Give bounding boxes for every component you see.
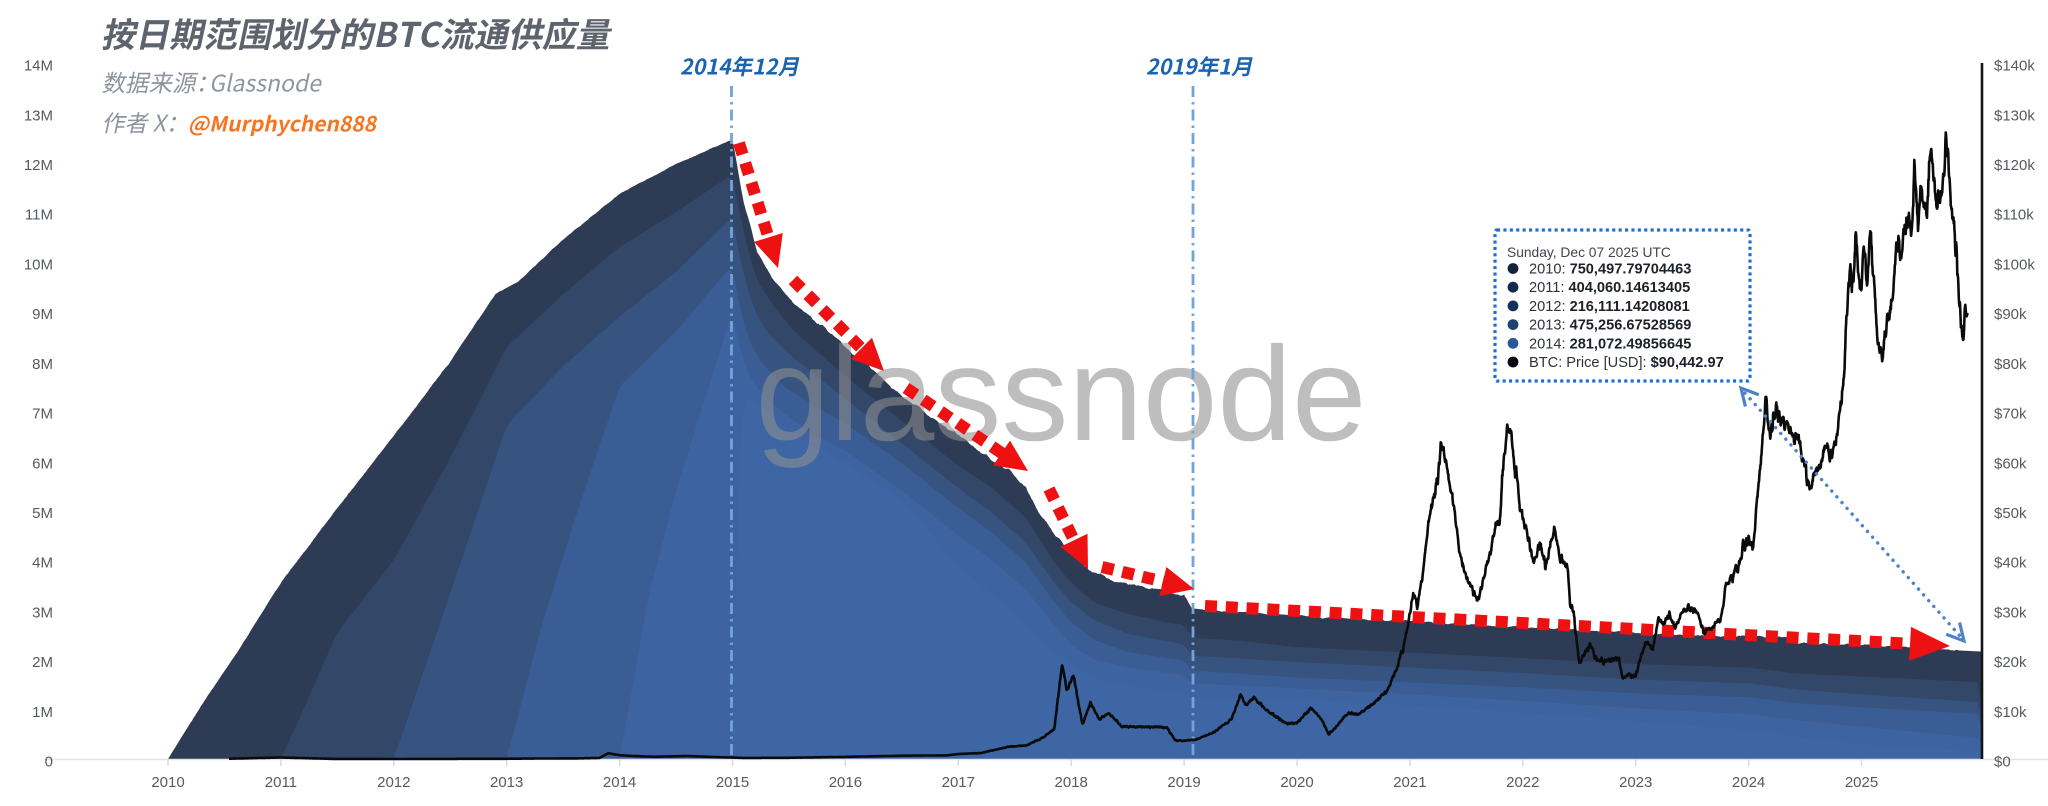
- svg-text:14M: 14M: [24, 58, 53, 75]
- svg-text:$130k: $130k: [1994, 107, 2035, 124]
- svg-text:$120k: $120k: [1994, 157, 2035, 174]
- svg-text:9M: 9M: [32, 306, 53, 323]
- svg-text:2M: 2M: [32, 654, 53, 671]
- svg-text:2010: 750,497.79704463: 2010: 750,497.79704463: [1529, 262, 1691, 278]
- svg-text:3M: 3M: [32, 605, 53, 622]
- svg-text:2011: 2011: [265, 774, 297, 791]
- svg-text:2011: 404,060.14613405: 2011: 404,060.14613405: [1529, 280, 1690, 296]
- svg-text:1M: 1M: [32, 704, 53, 721]
- svg-text:2021: 2021: [1393, 774, 1426, 791]
- svg-text:12M: 12M: [24, 157, 53, 174]
- svg-text:2013: 475,256.67528569: 2013: 475,256.67528569: [1529, 318, 1691, 334]
- svg-text:$60k: $60k: [1994, 455, 2027, 472]
- svg-text:2016: 2016: [829, 774, 862, 791]
- svg-text:$100k: $100k: [1994, 257, 2035, 274]
- svg-text:11M: 11M: [25, 207, 53, 224]
- svg-text:$110k: $110k: [1994, 207, 2034, 224]
- svg-text:2012: 2012: [377, 774, 410, 791]
- svg-text:Sunday, Dec 07 2025 UTC: Sunday, Dec 07 2025 UTC: [1507, 245, 1671, 260]
- svg-text:5M: 5M: [32, 505, 53, 522]
- svg-text:2019: 2019: [1167, 774, 1200, 791]
- svg-text:6M: 6M: [32, 455, 53, 472]
- svg-text:2017: 2017: [942, 774, 975, 791]
- svg-text:2020: 2020: [1280, 774, 1313, 791]
- svg-text:2018: 2018: [1055, 774, 1088, 791]
- svg-text:2025: 2025: [1845, 774, 1878, 791]
- svg-text:0: 0: [45, 754, 53, 771]
- svg-text:2015: 2015: [716, 774, 749, 791]
- svg-text:13M: 13M: [24, 107, 53, 124]
- svg-text:2012: 216,111.14208081: 2012: 216,111.14208081: [1529, 299, 1690, 315]
- svg-text:$20k: $20k: [1994, 654, 2027, 671]
- svg-text:glassnode: glassnode: [756, 320, 1367, 469]
- svg-text:2014: 281,072.49856645: 2014: 281,072.49856645: [1529, 336, 1691, 352]
- svg-text:$80k: $80k: [1994, 356, 2027, 373]
- svg-text:8M: 8M: [32, 356, 53, 373]
- svg-text:BTC: Price [USD]: $90,442.97: BTC: Price [USD]: $90,442.97: [1529, 355, 1724, 371]
- svg-text:$40k: $40k: [1994, 555, 2027, 572]
- svg-text:$10k: $10k: [1994, 704, 2027, 721]
- svg-text:$50k: $50k: [1994, 505, 2027, 522]
- svg-text:$70k: $70k: [1994, 406, 2027, 423]
- svg-text:$140k: $140k: [1994, 58, 2035, 75]
- svg-text:2023: 2023: [1619, 774, 1652, 791]
- svg-text:$30k: $30k: [1994, 605, 2027, 622]
- svg-text:10M: 10M: [24, 257, 53, 274]
- svg-text:4M: 4M: [32, 555, 53, 572]
- svg-text:$0: $0: [1994, 754, 2011, 771]
- svg-text:2014: 2014: [603, 774, 636, 791]
- svg-text:2013: 2013: [490, 774, 523, 791]
- svg-text:2010: 2010: [151, 774, 184, 791]
- svg-text:7M: 7M: [32, 406, 53, 423]
- svg-text:2022: 2022: [1506, 774, 1539, 791]
- svg-text:$90k: $90k: [1994, 306, 2027, 323]
- svg-text:2024: 2024: [1732, 774, 1765, 791]
